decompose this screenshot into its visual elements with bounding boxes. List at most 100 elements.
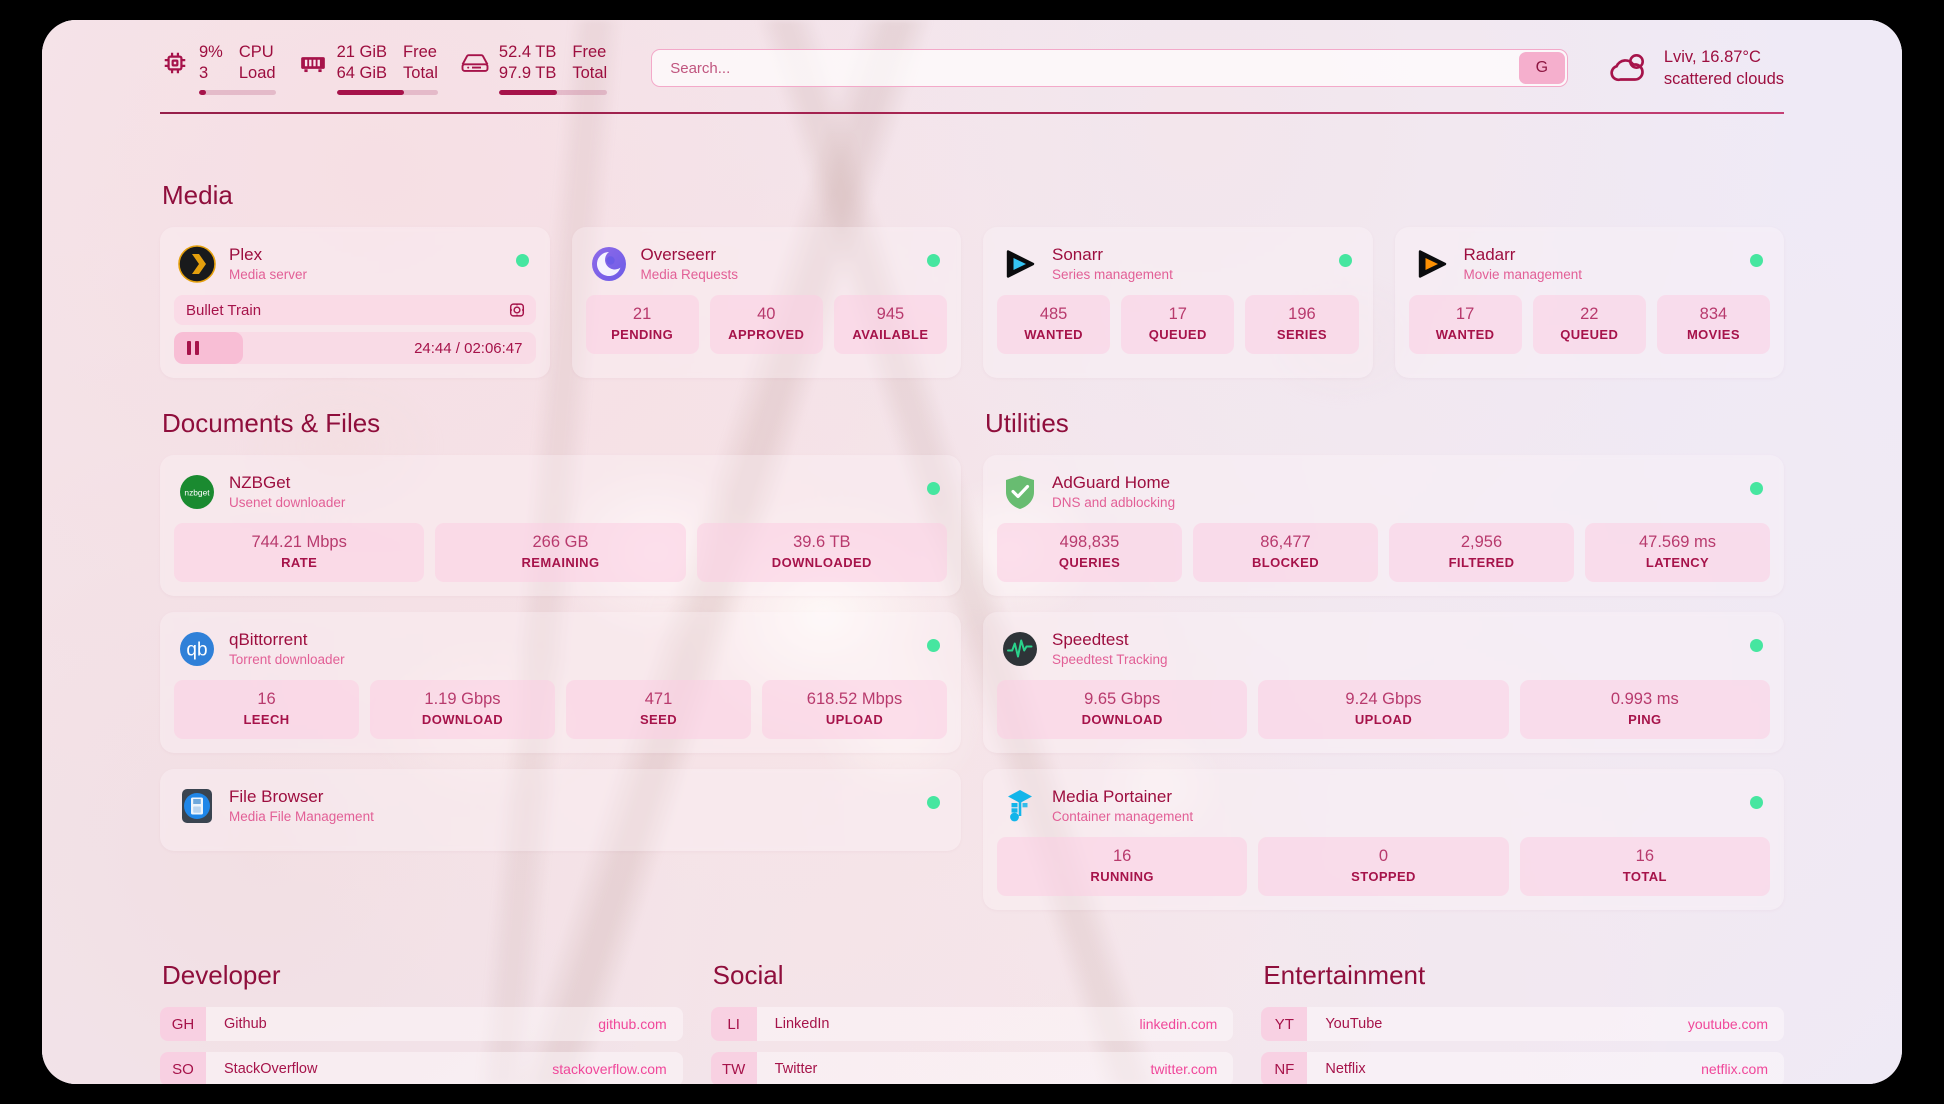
- stat-row: 485 WANTED 17 QUEUED 196 SERIES: [997, 295, 1359, 354]
- stat-item[interactable]: 9.65 Gbps DOWNLOAD: [997, 680, 1248, 739]
- stat-label: REMAINING: [521, 555, 600, 570]
- stat-item[interactable]: 21 PENDING: [585, 295, 699, 354]
- app-card[interactable]: nzbget NZBGet Usenet downloader 744.21 Mbps…: [160, 455, 961, 596]
- stat-item[interactable]: 16 LEECH: [174, 680, 359, 739]
- stat-label: FILTERED: [1448, 555, 1515, 570]
- bookmark-abbr: SO: [160, 1052, 206, 1084]
- stat-item[interactable]: 498,835 QUERIES: [997, 523, 1182, 582]
- status-indicator-dot: [927, 482, 940, 495]
- stat-item[interactable]: 2,956 FILTERED: [1389, 523, 1574, 582]
- card-header[interactable]: qb qBittorrent Torrent downloader: [174, 626, 947, 680]
- app-card[interactable]: File Browser Media File Management: [160, 769, 961, 851]
- stat-item[interactable]: 471 SEED: [566, 680, 751, 739]
- stat-item[interactable]: 196 SERIES: [1245, 295, 1359, 354]
- app-card[interactable]: Plex Media server Bullet Train 24:44 / 02:0…: [160, 227, 550, 378]
- app-card[interactable]: Speedtest Speedtest Tracking 9.65 Gbps DOWN…: [983, 612, 1784, 753]
- app-logo-icon: [1001, 245, 1039, 283]
- card-header[interactable]: AdGuard Home DNS and adblocking: [997, 469, 1770, 523]
- app-name: Radarr: [1463, 245, 1516, 264]
- stat-item[interactable]: 834 MOVIES: [1656, 295, 1771, 354]
- app-logo-icon: [1001, 473, 1039, 511]
- stat-value: 39.6 TB: [793, 533, 851, 551]
- app-card[interactable]: qb qBittorrent Torrent downloader 16 LEECH 1.…: [160, 612, 961, 753]
- bookmark-link[interactable]: NF Netflix netflix.com: [1261, 1052, 1785, 1084]
- cpu-icon: [160, 48, 190, 78]
- app-card[interactable]: Overseerr Media Requests 21 PENDING 40 APPROV…: [571, 227, 961, 378]
- app-logo-icon: nzbget: [178, 473, 216, 511]
- section-title-media: Media: [162, 180, 233, 210]
- search-submit-button[interactable]: G: [1518, 52, 1565, 84]
- app-subtitle: Series management: [1052, 267, 1173, 282]
- app-logo-icon: [590, 245, 628, 283]
- bookmark-link[interactable]: TW Twitter twitter.com: [710, 1052, 1234, 1084]
- bookmark-url: stackoverflow.com: [552, 1061, 667, 1077]
- stat-item[interactable]: 485 WANTED: [997, 295, 1111, 354]
- app-card[interactable]: Radarr Movie management 17 WANTED 22 QUEUED 83…: [1394, 227, 1784, 378]
- app-subtitle: Movie management: [1463, 267, 1583, 282]
- documents-card-stack: nzbget NZBGet Usenet downloader 744.21 Mbps…: [160, 455, 961, 851]
- app-name: File Browser: [229, 787, 324, 806]
- cast-icon[interactable]: [508, 301, 526, 319]
- stat-row: 498,835 QUERIES 86,477 BLOCKED 2,956 FILTERED…: [997, 523, 1770, 582]
- stat-item[interactable]: 39.6 TB DOWNLOADED: [696, 523, 947, 582]
- stat-item[interactable]: 9.24 Gbps UPLOAD: [1258, 680, 1509, 739]
- stat-item[interactable]: 1.19 Gbps DOWNLOAD: [370, 680, 555, 739]
- card-header[interactable]: nzbget NZBGet Usenet downloader: [174, 469, 947, 523]
- stat-item[interactable]: 16 RUNNING: [997, 837, 1248, 896]
- bookmark-link[interactable]: LI LinkedIn linkedin.com: [710, 1007, 1234, 1041]
- meter-value-secondary: 3: [199, 63, 209, 82]
- stat-label: QUEUED: [1560, 327, 1619, 342]
- stat-item[interactable]: 22 QUEUED: [1532, 295, 1646, 354]
- stat-label: WANTED: [1435, 327, 1495, 342]
- card-header[interactable]: File Browser Media File Management: [174, 783, 947, 837]
- stat-item[interactable]: 17 WANTED: [1408, 295, 1522, 354]
- stat-item[interactable]: 945 AVAILABLE: [833, 295, 948, 354]
- stat-item[interactable]: 0.993 ms PING: [1519, 680, 1770, 739]
- stat-value: 47.569 ms: [1638, 533, 1717, 551]
- stat-label: BLOCKED: [1251, 555, 1320, 570]
- card-header[interactable]: Radarr Movie management: [1409, 241, 1771, 295]
- app-card[interactable]: Media Portainer Container management 16 RUN…: [983, 769, 1784, 910]
- card-header[interactable]: Speedtest Speedtest Tracking: [997, 626, 1770, 680]
- utilities-card-stack: AdGuard Home DNS and adblocking 498,835 QUE…: [983, 455, 1784, 910]
- stat-label: SERIES: [1276, 327, 1327, 342]
- meter-label-primary: CPU: [238, 42, 274, 61]
- card-header[interactable]: Plex Media server: [174, 241, 536, 295]
- stat-item[interactable]: 744.21 Mbps RATE: [174, 523, 425, 582]
- app-card[interactable]: AdGuard Home DNS and adblocking 498,835 QUE…: [983, 455, 1784, 596]
- card-header[interactable]: Overseerr Media Requests: [586, 241, 948, 295]
- stat-label: QUERIES: [1058, 555, 1121, 570]
- stat-item[interactable]: 0 STOPPED: [1258, 837, 1509, 896]
- stat-label: DOWNLOADED: [771, 555, 872, 570]
- pause-icon[interactable]: [187, 341, 199, 355]
- app-name: Speedtest: [1052, 630, 1129, 649]
- stat-item[interactable]: 618.52 Mbps UPLOAD: [762, 680, 947, 739]
- stat-item[interactable]: 40 APPROVED: [709, 295, 823, 354]
- meter-value-primary: 21 GiB: [336, 42, 388, 61]
- stat-item[interactable]: 86,477 BLOCKED: [1193, 523, 1378, 582]
- stat-value: 16: [1112, 847, 1132, 865]
- bookmark-link[interactable]: YT YouTube youtube.com: [1261, 1007, 1785, 1041]
- playback-progress-bar[interactable]: 24:44 / 02:06:47: [174, 332, 536, 364]
- search-input[interactable]: [651, 49, 1568, 87]
- bookmark-group: Entertainment YT YouTube youtube.com NF Netfl…: [1261, 960, 1785, 1084]
- bookmark-abbr: LI: [710, 1007, 757, 1041]
- app-subtitle: Media server: [229, 267, 308, 282]
- svg-text:nzbget: nzbget: [184, 487, 210, 497]
- resource-meters: 9% 3 CPU Load 21 GiB 64 GiB Free Total 52.4 TB 97…: [160, 42, 608, 95]
- app-card[interactable]: Sonarr Series management 485 WANTED 17 QUEUED…: [983, 227, 1373, 378]
- stat-label: SEED: [639, 712, 677, 727]
- stat-value: 9.24 Gbps: [1345, 690, 1422, 708]
- stat-value: 0: [1378, 847, 1389, 865]
- stat-item[interactable]: 17 QUEUED: [1121, 295, 1235, 354]
- card-header[interactable]: Sonarr Series management: [997, 241, 1359, 295]
- bookmark-link[interactable]: SO StackOverflow stackoverflow.com: [160, 1052, 683, 1084]
- app-name: Sonarr: [1052, 245, 1104, 264]
- stat-item[interactable]: 266 GB REMAINING: [435, 523, 686, 582]
- card-header[interactable]: Media Portainer Container management: [997, 783, 1770, 837]
- bookmark-link[interactable]: GH Github github.com: [160, 1007, 683, 1041]
- stat-label: WANTED: [1024, 327, 1083, 342]
- stat-item[interactable]: 47.569 ms LATENCY: [1585, 523, 1770, 582]
- stat-item[interactable]: 16 TOTAL: [1519, 837, 1770, 896]
- stat-value: 485: [1039, 305, 1068, 323]
